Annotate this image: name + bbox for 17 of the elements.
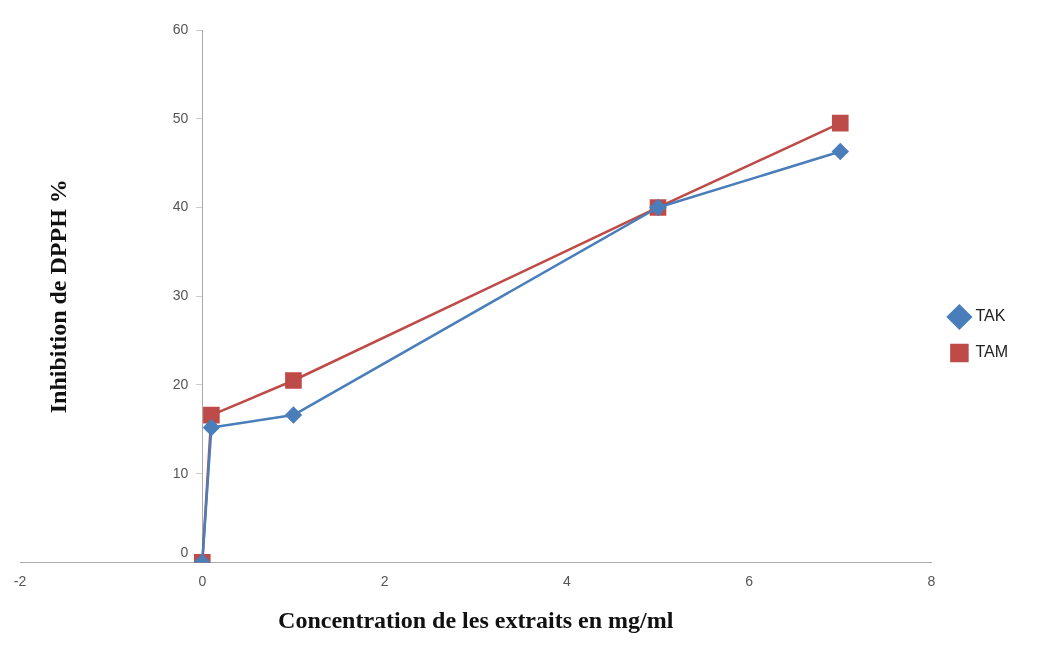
- legend-label: TAK: [975, 307, 1006, 325]
- y-tick-label: 60: [172, 20, 189, 37]
- y-tick-label: 20: [172, 375, 189, 392]
- y-tick-label: 10: [172, 464, 189, 481]
- x-tick-label: 8: [927, 572, 936, 589]
- y-axis-title: Inhibition de DPPH %: [45, 179, 72, 414]
- x-tick-label: -2: [13, 572, 27, 589]
- y-tick-label: 0: [180, 544, 189, 561]
- x-tick-label: 6: [745, 572, 754, 589]
- y-tick-label: 30: [172, 287, 189, 304]
- y-tick-label: 50: [172, 109, 189, 126]
- x-axis-title: Concentration de les extraits en mg/ml: [278, 606, 674, 633]
- y-tick-label: 40: [172, 198, 189, 215]
- x-tick-label: 0: [198, 572, 207, 589]
- x-tick-label: 2: [380, 572, 389, 589]
- legend-label: TAM: [975, 343, 1009, 361]
- x-tick-label: 4: [562, 572, 571, 589]
